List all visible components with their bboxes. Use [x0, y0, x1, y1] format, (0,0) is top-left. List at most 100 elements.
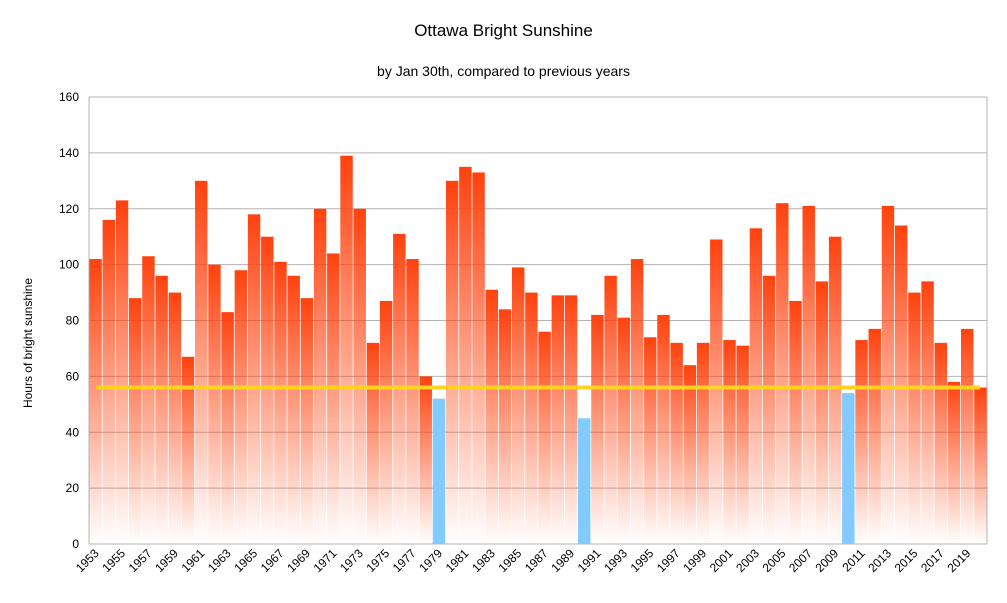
bar-2008 — [815, 281, 829, 544]
bar-1999 — [696, 342, 710, 544]
bar-1983 — [485, 289, 498, 544]
x-tick-label: 2007 — [786, 546, 815, 575]
bar-1986 — [525, 292, 538, 544]
bar-1989 — [564, 295, 578, 544]
x-tick-label: 2019 — [945, 546, 974, 575]
x-tick-label: 1969 — [284, 546, 313, 575]
bar-1979 — [432, 398, 446, 544]
bar-1960 — [181, 356, 195, 544]
bar-1958 — [155, 275, 168, 544]
bar-1978 — [419, 376, 432, 544]
bar-1972 — [340, 155, 353, 544]
x-tick-label: 2015 — [892, 546, 921, 575]
bar-1994 — [630, 259, 644, 544]
chart-subtitle: by Jan 30th, compared to previous years — [377, 63, 630, 79]
bar-2001 — [723, 340, 736, 544]
x-tick-label: 2011 — [840, 546, 868, 574]
bar-1965 — [247, 214, 261, 544]
bar-1966 — [261, 236, 274, 544]
x-tick-label: 1977 — [390, 546, 419, 575]
bar-2006 — [789, 300, 802, 544]
bar-2009 — [828, 236, 842, 544]
y-tick-label: 0 — [72, 537, 79, 551]
x-tick-label: 1959 — [152, 546, 181, 575]
bar-2007 — [802, 205, 815, 545]
y-tick-label: 100 — [59, 258, 79, 272]
bar-1955 — [115, 200, 129, 544]
x-tick-label: 1957 — [126, 546, 155, 575]
x-tick-label: 2009 — [812, 546, 841, 575]
x-tick-label: 2001 — [707, 546, 736, 575]
x-tick-label: 1975 — [363, 546, 392, 575]
bar-1975 — [379, 300, 393, 544]
y-tick-label: 160 — [59, 90, 79, 104]
y-tick-label: 20 — [66, 481, 80, 495]
bar-2010 — [842, 393, 855, 544]
bar-1993 — [617, 317, 631, 544]
bar-1998 — [683, 365, 697, 544]
bar-1988 — [551, 295, 565, 544]
x-tick-label: 2003 — [733, 546, 762, 575]
x-tick-label: 2005 — [760, 546, 789, 575]
x-tick-label: 2013 — [865, 546, 894, 575]
bar-1980 — [445, 180, 459, 544]
bar-1997 — [670, 342, 683, 544]
bar-1992 — [604, 275, 617, 544]
x-tick-label: 2017 — [918, 546, 947, 575]
bar-1963 — [221, 312, 234, 544]
bar-1971 — [327, 253, 340, 544]
x-tick-label: 1985 — [496, 546, 525, 575]
bar-1981 — [459, 166, 472, 544]
bar-2012 — [868, 328, 881, 544]
x-tick-label: 1979 — [416, 546, 445, 575]
x-tick-label: 1995 — [628, 546, 657, 575]
bar-2004 — [762, 275, 776, 544]
bar-1990 — [578, 418, 591, 544]
bar-2002 — [736, 345, 749, 544]
bar-1996 — [657, 314, 670, 544]
x-tick-label: 1965 — [231, 546, 260, 575]
bar-1982 — [472, 172, 485, 544]
bar-2013 — [881, 205, 895, 545]
x-tick-label: 1961 — [179, 546, 208, 575]
x-tick-label: 1997 — [654, 546, 683, 575]
x-tick-label: 1955 — [99, 546, 128, 575]
bar-1964 — [234, 270, 248, 544]
bar-1974 — [366, 342, 380, 544]
chart-title: Ottawa Bright Sunshine — [414, 21, 593, 40]
bar-2017 — [934, 342, 947, 544]
x-tick-label: 1991 — [575, 546, 604, 575]
x-tick-label: 1993 — [601, 546, 630, 575]
bar-1995 — [644, 337, 657, 544]
axis-ticks: 1953195519571959196119631965196719691971… — [73, 546, 974, 575]
x-tick-label: 1989 — [548, 546, 577, 575]
bar-2011 — [855, 340, 868, 544]
x-tick-label: 1999 — [680, 546, 709, 575]
y-tick-label: 120 — [59, 202, 79, 216]
bar-2015 — [908, 292, 921, 544]
x-tick-label: 1973 — [337, 546, 366, 575]
bar-2014 — [894, 225, 908, 544]
y-tick-label: 40 — [66, 425, 80, 439]
bar-2016 — [921, 281, 934, 544]
bar-1991 — [591, 314, 604, 544]
bar-1969 — [300, 298, 314, 544]
bar-1957 — [142, 256, 155, 544]
x-tick-label: 1987 — [522, 546, 551, 575]
y-tick-label: 60 — [66, 369, 80, 383]
x-tick-label: 1967 — [258, 546, 287, 575]
x-tick-label: 1981 — [443, 546, 472, 575]
bar-1959 — [168, 292, 182, 544]
bar-1968 — [287, 275, 300, 544]
bar-1967 — [274, 261, 287, 544]
bar-2005 — [776, 203, 789, 544]
bar-2019 — [960, 328, 974, 544]
bar-2020 — [974, 387, 987, 544]
bar-1954 — [102, 219, 116, 545]
y-tick-label: 140 — [59, 146, 79, 160]
bar-1962 — [208, 264, 221, 544]
bar-1984 — [498, 309, 512, 544]
bar-1977 — [406, 259, 419, 544]
bar-1961 — [195, 180, 208, 544]
bar-2000 — [710, 239, 723, 544]
